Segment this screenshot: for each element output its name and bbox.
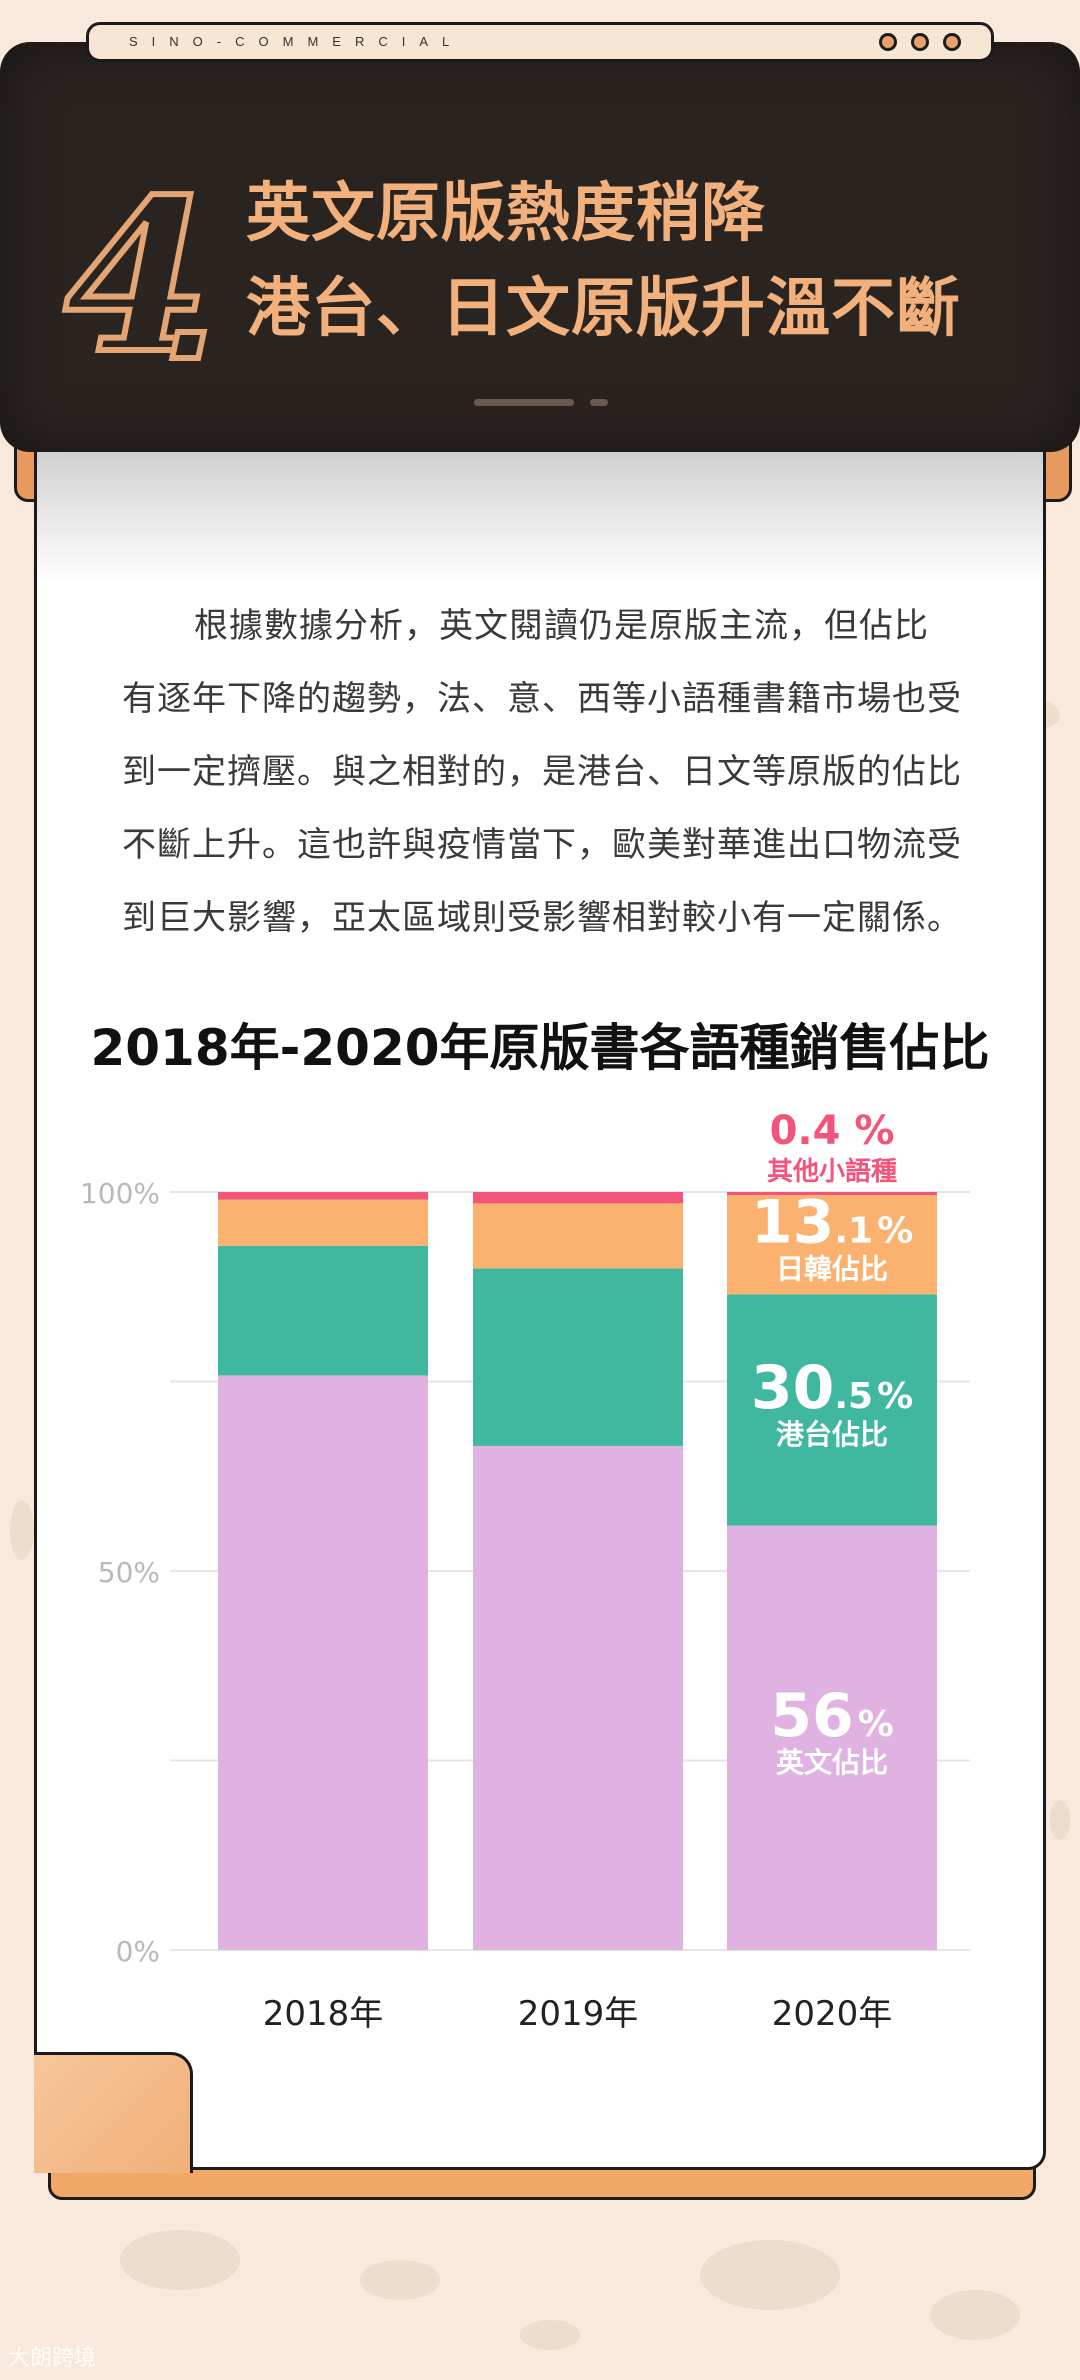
bar-segment-other (473, 1192, 683, 1204)
bar-segment-english (218, 1375, 428, 1950)
x-tick-label: 2020年 (772, 1994, 893, 2034)
bar-segment-hktw (218, 1245, 428, 1376)
chart-title: 2018年-2020年原版書各語種銷售佔比 (90, 1019, 990, 1077)
x-tick-label: 2018年 (263, 1994, 384, 2034)
bar-segment-jpkr (473, 1203, 683, 1269)
bar-segment-other (218, 1192, 428, 1200)
tab-dot-icon (943, 33, 961, 51)
tab-dot-icon (879, 33, 897, 51)
bar-segment-hktw (473, 1268, 683, 1446)
bar-segment-jpkr (218, 1199, 428, 1246)
section-title-line2: 港台、日文原版升溫不斷 (246, 272, 961, 346)
brand-tab: SINO-COMMERCIAL (86, 22, 994, 62)
y-tick-label: 100% (80, 1177, 160, 1210)
y-tick-label: 0% (116, 1935, 160, 1968)
hktw-series-label: 港台佔比 (776, 1418, 888, 1451)
english-value-label: 56% (770, 1681, 894, 1751)
jpkr-value-label: 13.1% (751, 1188, 913, 1258)
watermark-text: 大朗跨境 (8, 2346, 97, 2371)
bar-segment-other (727, 1192, 937, 1196)
jpkr-series-label: 日韓佔比 (776, 1253, 888, 1286)
bar-segment-jpkr (727, 1195, 937, 1295)
bar-segment-hktw (727, 1294, 937, 1526)
bar-segment-english (473, 1445, 683, 1950)
y-tick-label: 50% (98, 1556, 160, 1589)
analysis-paragraph: 根據數據分析，英文閱讀仍是原版主流，但佔比有逐年下降的趨勢，法、意、西等小語種書… (122, 590, 962, 955)
section-header: 4 英文原版熱度稍降 港台、日文原版升溫不斷 (0, 42, 1080, 452)
other-value-label: 0.4 % (770, 1108, 895, 1154)
other-series-label: 其他小語種 (767, 1156, 897, 1187)
header-decoration-dot (590, 399, 608, 406)
tab-dot-icon (911, 33, 929, 51)
english-series-label: 英文佔比 (776, 1746, 888, 1779)
header-decoration-bar (474, 399, 574, 406)
brand-tab-title: SINO-COMMERCIAL (129, 34, 464, 49)
hktw-value-label: 30.5% (751, 1353, 913, 1423)
section-title-line1: 英文原版熱度稍降 (246, 177, 766, 251)
bar-segment-english (727, 1525, 937, 1950)
section-number-dot (168, 329, 208, 361)
x-tick-label: 2019年 (518, 1994, 639, 2034)
analysis-paragraph-text: 根據數據分析，英文閱讀仍是原版主流，但佔比有逐年下降的趨勢，法、意、西等小語種書… (122, 606, 962, 938)
card-folded-corner (34, 2052, 193, 2173)
